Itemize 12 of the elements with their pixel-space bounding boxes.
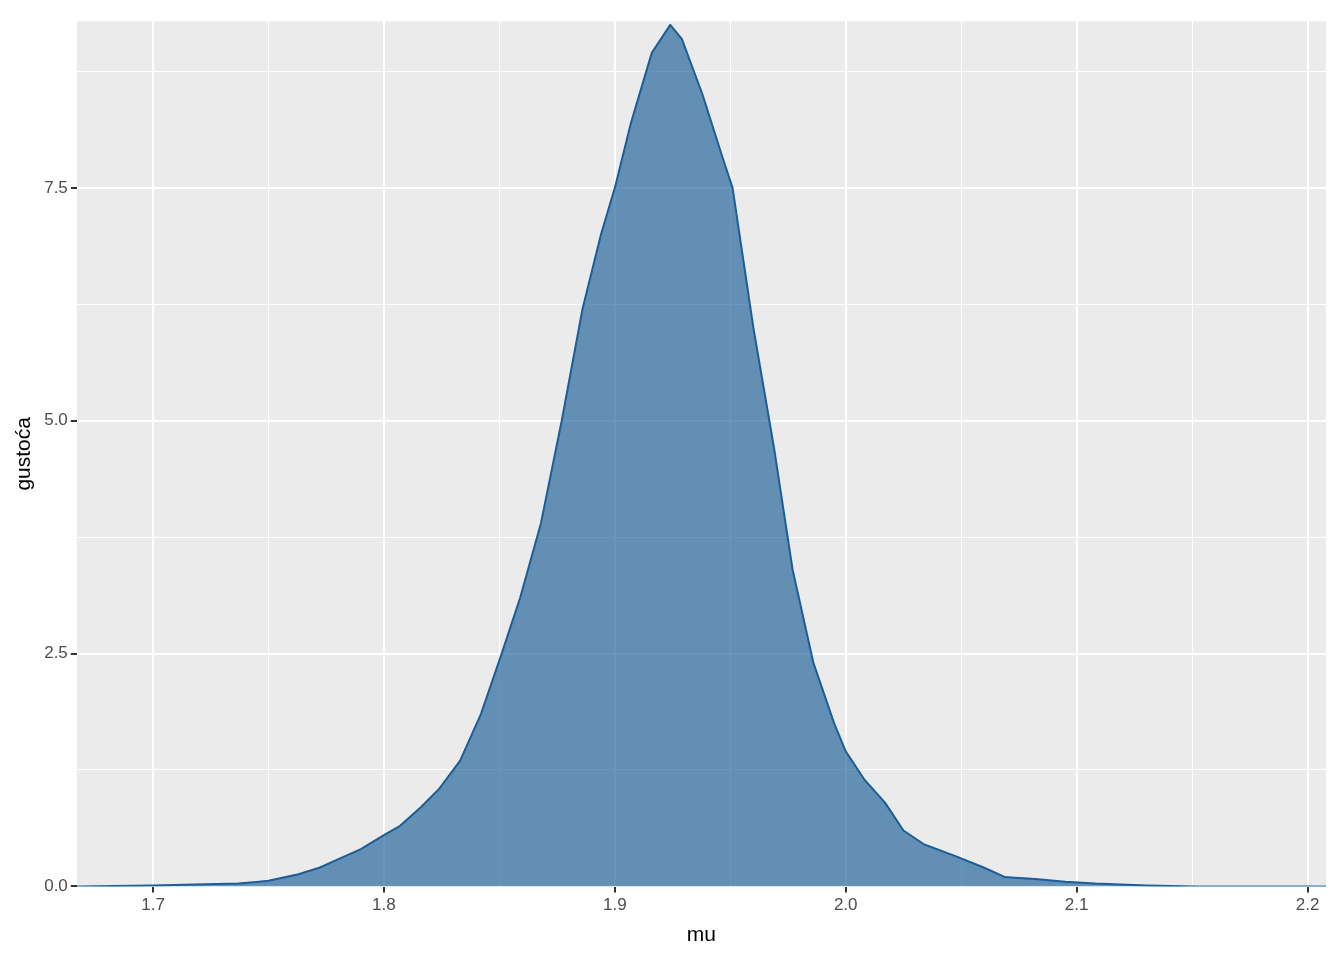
x-axis-title: mu (686, 922, 717, 946)
y-tick-label: 7.5 (44, 177, 68, 197)
x-tick-label: 2.1 (1064, 895, 1089, 915)
x-tick-label: 1.7 (141, 895, 165, 915)
x-tick-label: 1.9 (603, 895, 627, 915)
x-tick-label: 1.8 (372, 895, 396, 915)
y-tick-label: 2.5 (44, 643, 68, 663)
y-tick-label: 5.0 (44, 410, 68, 430)
y-tick-label: 0.0 (44, 876, 68, 896)
x-tick-label: 2.2 (1295, 895, 1320, 915)
x-tick-label: 2.0 (833, 895, 858, 915)
y-axis-title: gustoća (11, 416, 35, 491)
